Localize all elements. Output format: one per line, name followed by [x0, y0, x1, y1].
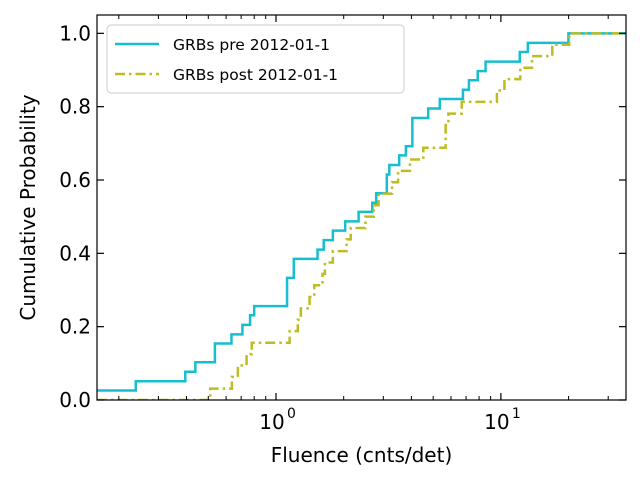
x-tick-exponent-1: 1: [512, 406, 521, 422]
y-tick-label-3: 0.6: [59, 168, 91, 192]
x-tick-label-1: 10: [484, 410, 509, 434]
x-tick-label-0: 10: [259, 410, 284, 434]
plot-area: [97, 32, 626, 400]
y-tick-label-0: 0.0: [59, 388, 91, 412]
series-line-1: [97, 32, 626, 400]
y-tick-label-5: 1.0: [59, 21, 91, 45]
series-line-0: [97, 32, 626, 392]
y-tick-label-2: 0.4: [59, 241, 91, 265]
legend-box: [106, 24, 405, 94]
y-axis-label: Cumulative Probability: [16, 94, 40, 320]
y-tick-label-4: 0.8: [59, 95, 91, 119]
x-axis-label: Fluence (cnts/det): [271, 443, 453, 467]
y-tick-label-1: 0.2: [59, 315, 91, 339]
x-tick-exponent-0: 0: [287, 406, 296, 422]
axis-ticks: 0.00.20.40.60.81.010 0 10 1: [59, 15, 626, 434]
legend-label-pre: GRBs pre 2012-01-1: [173, 36, 330, 54]
legend: GRBs pre 2012-01-1 GRBs post 2012-01-1: [106, 24, 405, 94]
legend-label-post: GRBs post 2012-01-1: [173, 66, 338, 84]
axes-frame: [96, 14, 627, 401]
